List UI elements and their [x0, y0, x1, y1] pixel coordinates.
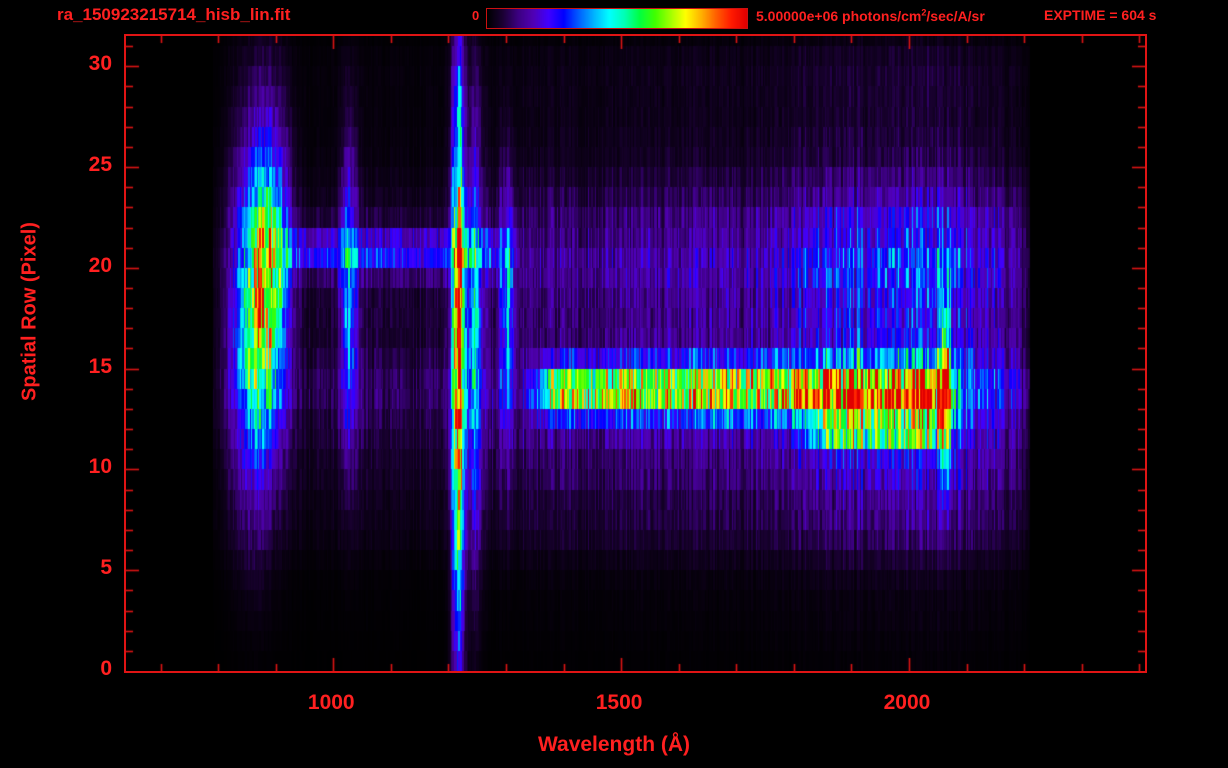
y-tick-label: 25: [88, 153, 112, 177]
colorbar: [486, 8, 748, 29]
colorbar-min-label: 0: [472, 8, 480, 23]
colorbar-gradient: [487, 9, 747, 28]
y-tick-label: 0: [100, 657, 112, 680]
page-title: ra_150923215714_hisb_lin.fit: [57, 5, 291, 24]
x-tick-label: 1000: [307, 691, 355, 714]
y-tick-label: 10: [88, 455, 112, 479]
y-tick-label: 15: [88, 354, 112, 378]
colorbar-max-units: /sec/A/sr: [926, 8, 985, 24]
y-axis-title: Spatial Row (Pixel): [18, 222, 41, 401]
colorbar-max-value: 5.00000e+06 photons/cm: [756, 8, 922, 24]
y-tick-label: 20: [88, 253, 112, 277]
plot-frame: [124, 34, 1147, 673]
x-axis-title: Wavelength (Å): [537, 733, 691, 756]
colorbar-max-label: 5.00000e+06 photons/cm2/sec/A/sr: [756, 8, 985, 24]
x-tick-label: 2000: [883, 691, 931, 714]
x-tick-label: 1500: [595, 691, 643, 714]
y-tick-label: 5: [100, 556, 112, 580]
colorbar-max-exponent: 2: [921, 7, 927, 18]
exposure-time-label: EXPTIME = 604 s: [1044, 7, 1157, 23]
y-tick-label: 30: [88, 52, 112, 76]
spectrogram-image: [126, 36, 1145, 671]
